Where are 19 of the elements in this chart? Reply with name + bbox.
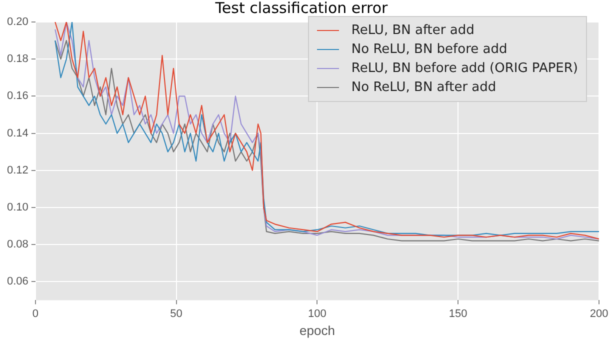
y-tick-label: 0.10 [6, 202, 28, 214]
y-tick-label: 0.12 [6, 164, 28, 176]
x-tick-label: 0 [32, 308, 38, 320]
legend-label: ReLU, BN before add (ORIG PAPER) [351, 61, 578, 76]
legend-label: ReLU, BN after add [351, 23, 474, 38]
y-tick-label: 0.18 [6, 53, 28, 66]
x-tick-label: 50 [170, 308, 182, 320]
y-tick-label: 0.16 [6, 90, 28, 102]
legend-label: No ReLU, BN after add [351, 80, 496, 95]
y-tick-label: 0.14 [6, 127, 28, 140]
y-tick-label: 0.08 [6, 238, 28, 251]
x-axis-title: epoch [299, 322, 335, 338]
legend-label: No ReLU, BN before add [351, 42, 508, 57]
chart-title: Test classification error [214, 0, 389, 17]
x-tick-label: 100 [308, 308, 326, 320]
y-tick-label: 0.06 [6, 276, 28, 288]
y-tick-label: 0.20 [6, 16, 28, 28]
x-tick-label: 150 [448, 308, 468, 320]
x-tick-label: 200 [590, 308, 608, 320]
